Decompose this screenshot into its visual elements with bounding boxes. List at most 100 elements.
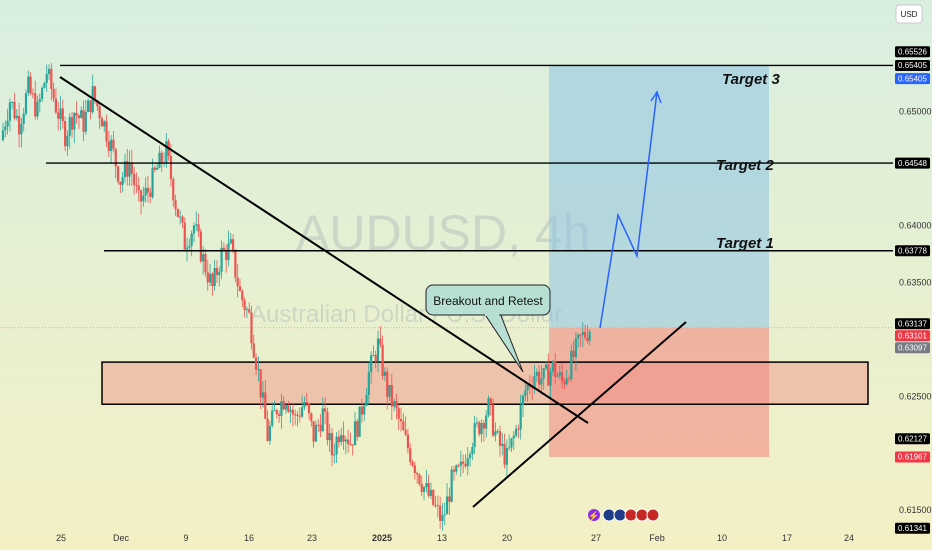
candle-body — [370, 355, 373, 372]
candle-body — [478, 422, 481, 435]
flag-us-icon[interactable] — [646, 508, 660, 522]
candle-body — [165, 141, 168, 163]
currency-button-box[interactable] — [895, 4, 923, 24]
candle-body — [521, 395, 525, 406]
candle-body — [558, 372, 561, 376]
candle-body — [349, 444, 352, 446]
candle-body — [158, 152, 161, 168]
flag-us-icon[interactable] — [635, 508, 649, 522]
candle-body — [353, 421, 357, 446]
candle-body — [496, 431, 499, 433]
candle-body — [208, 273, 212, 283]
candle-body — [149, 192, 152, 197]
candle-body — [199, 231, 202, 262]
candle-body — [103, 121, 106, 127]
candle-body — [485, 415, 488, 429]
candle-body — [195, 224, 198, 226]
candle-body — [512, 435, 515, 439]
candle-body — [264, 392, 267, 419]
candle-body — [574, 338, 577, 358]
x-tick-label: 9 — [183, 533, 188, 543]
candle-body — [376, 338, 380, 362]
candle-body — [259, 369, 262, 398]
price-tag-label: 0.65526 — [898, 47, 927, 56]
candle-body — [556, 375, 559, 377]
candle-body — [287, 405, 290, 412]
candle-body — [179, 216, 182, 218]
currency-button-label[interactable]: USD — [901, 10, 918, 19]
flag-au-icon[interactable] — [602, 508, 616, 522]
candle-body — [301, 407, 304, 417]
candle-body — [473, 423, 476, 448]
event-icons[interactable]: ⚡ — [588, 508, 660, 522]
callout-joint — [485, 312, 499, 316]
candle-body — [4, 126, 7, 131]
candle-body — [110, 139, 113, 151]
currency-button[interactable]: USD — [895, 4, 923, 24]
candle-body — [567, 378, 571, 380]
flag-au-icon[interactable] — [613, 508, 627, 522]
candle-body — [41, 87, 44, 100]
candle-body — [206, 272, 209, 283]
candle-body — [307, 403, 311, 414]
candle-body — [137, 185, 140, 191]
flag-us-icon[interactable] — [624, 508, 638, 522]
candle-body — [501, 443, 504, 446]
candle-body — [282, 401, 285, 410]
candle-body — [231, 239, 235, 250]
candle-body — [291, 409, 294, 415]
candle-body — [443, 514, 446, 516]
x-tick-label: 2025 — [372, 533, 392, 543]
candle-body — [220, 247, 223, 272]
x-tick-label: 10 — [717, 533, 727, 543]
candle-body — [112, 139, 115, 149]
candle-body — [52, 88, 55, 99]
candle-body — [498, 431, 502, 446]
candle-body — [416, 472, 419, 475]
price-tag: 0.65526 — [895, 46, 930, 58]
candle-body — [139, 190, 143, 202]
price-tag: 0.65405 — [895, 59, 930, 71]
price-tag-box — [895, 73, 930, 85]
candle-body — [252, 343, 255, 358]
candle-body — [468, 454, 472, 459]
candle-body — [172, 179, 175, 201]
candle-body — [75, 113, 78, 116]
candle-body — [222, 247, 225, 250]
candle-body — [1, 130, 5, 141]
x-tick-label: 13 — [437, 533, 447, 543]
x-tick-label: 24 — [844, 533, 854, 543]
candle-body — [572, 350, 575, 358]
candle-body — [243, 300, 246, 310]
candle-body — [404, 430, 407, 435]
candle-body — [312, 421, 315, 442]
candle-body — [153, 167, 156, 170]
target-label: Target 3 — [722, 71, 780, 88]
lightning-icon[interactable] — [588, 509, 600, 521]
x-tick-label: Feb — [649, 533, 665, 543]
candle-body — [390, 385, 393, 407]
candle-body — [351, 444, 354, 446]
candle-body — [395, 401, 398, 409]
candle-body — [121, 177, 124, 185]
candle-body — [542, 368, 545, 379]
candle-body — [273, 410, 276, 412]
x-tick-label: 25 — [56, 533, 66, 543]
y-tick-label: 0.61500 — [899, 505, 932, 515]
candle-body — [434, 504, 437, 506]
candle-body — [245, 309, 248, 311]
candle-body — [342, 435, 345, 442]
candle-body — [326, 411, 329, 441]
price-tag: 0.63101 — [895, 330, 930, 342]
candle-body — [310, 413, 313, 422]
y-tick-label: 0.62500 — [899, 391, 932, 401]
candle-body — [402, 421, 405, 431]
candle-body — [333, 454, 336, 456]
price-tag-box — [895, 522, 930, 534]
candle-body — [289, 409, 292, 412]
candle-body — [107, 141, 110, 151]
price-tag-box — [895, 157, 930, 169]
candle-body — [436, 505, 439, 507]
